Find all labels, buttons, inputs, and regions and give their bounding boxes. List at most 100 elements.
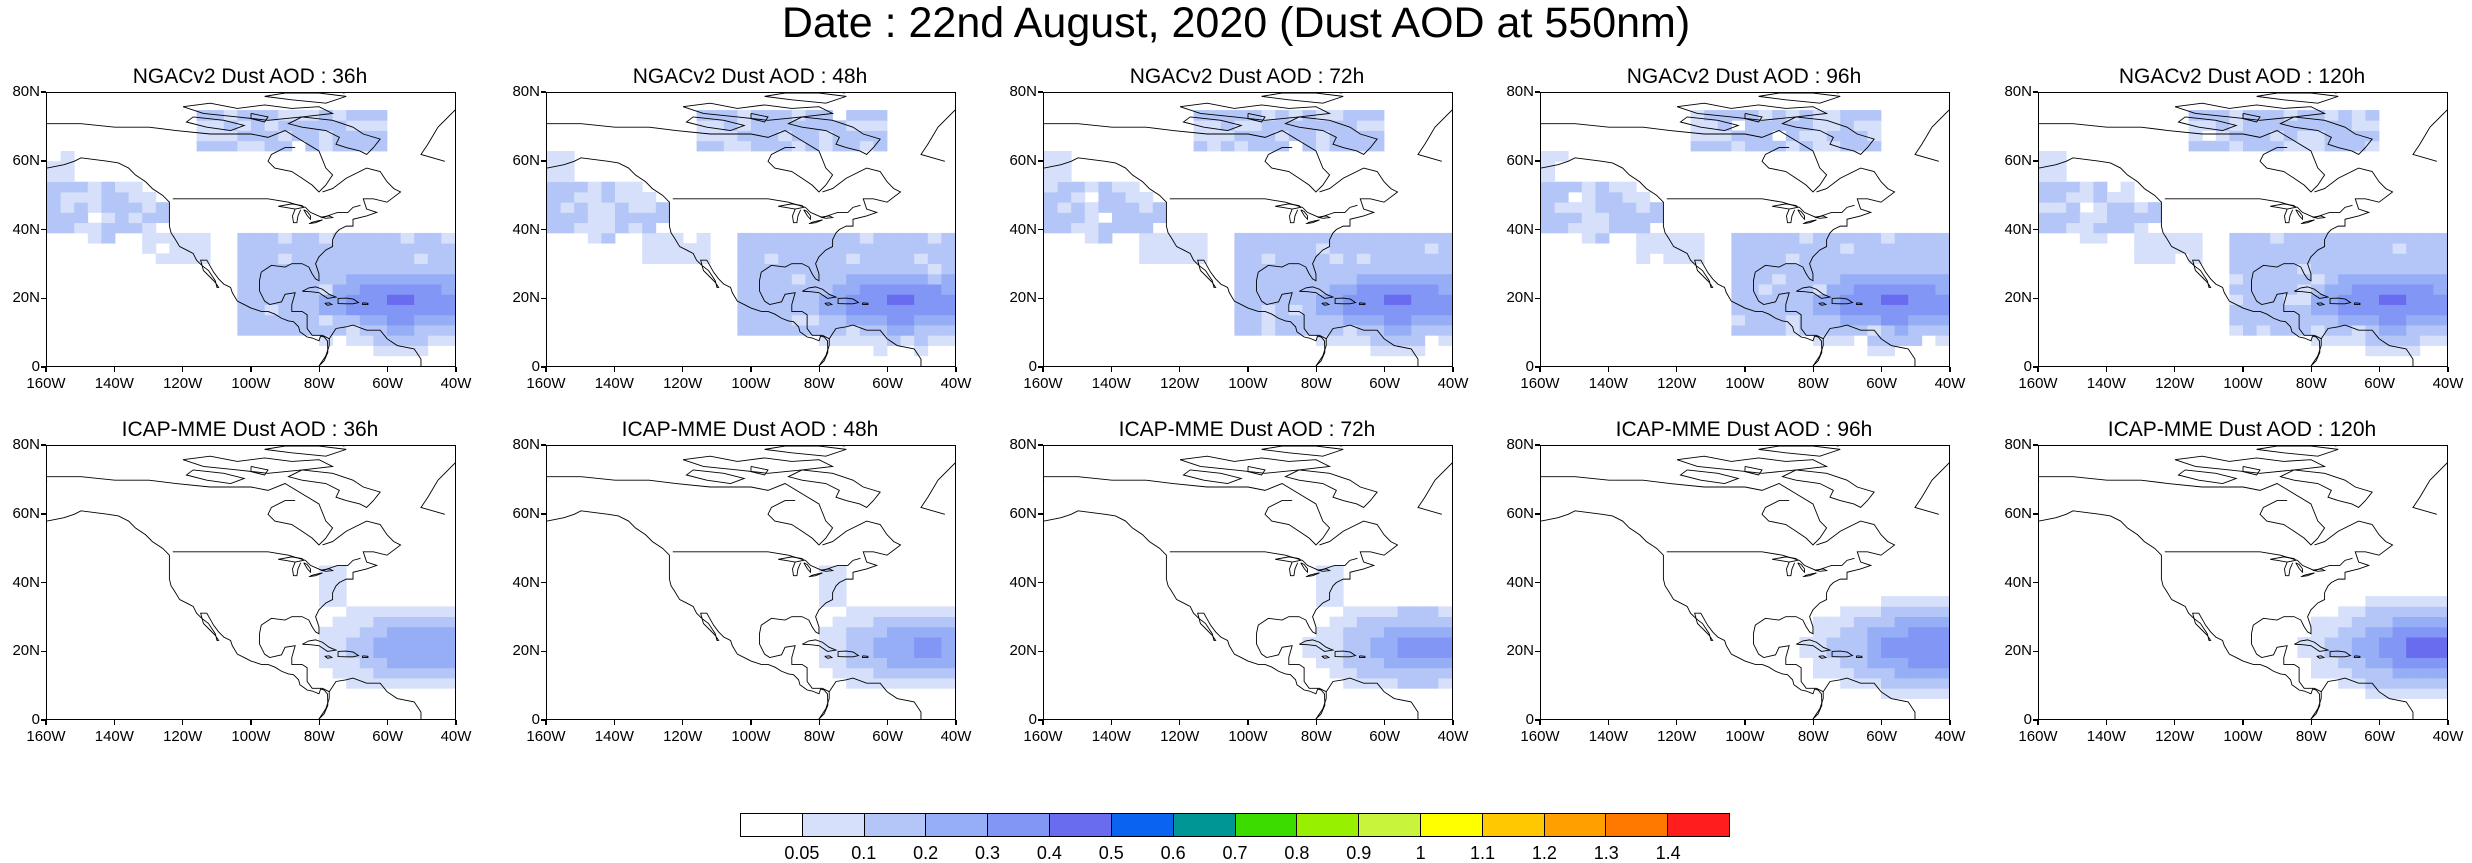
coastline: [2300, 572, 2315, 578]
aod-cell: [2188, 130, 2203, 142]
aod-cell: [1608, 191, 1623, 203]
aod-cell: [1867, 243, 1882, 254]
lat-tick-mark: [2033, 91, 2038, 93]
aod-cell: [1343, 678, 1358, 689]
aod-cell: [1840, 335, 1855, 346]
aod-cell: [1275, 120, 1290, 131]
aod-cell: [1853, 273, 1868, 285]
aod-cell: [1098, 202, 1113, 213]
coastline: [1182, 469, 1243, 484]
aod-cell: [1867, 606, 1882, 618]
aod-cell: [114, 222, 129, 234]
aod-cell: [859, 335, 874, 346]
aod-cell: [1424, 243, 1439, 254]
aod-cell: [1356, 120, 1371, 131]
lon-tick-label: 60W: [1866, 728, 1898, 745]
aod-cell: [1411, 263, 1426, 275]
aod-cell: [318, 243, 333, 254]
aod-cell: [1881, 657, 1896, 669]
aod-cell: [1908, 637, 1923, 648]
aod-cell: [2243, 314, 2258, 326]
aod-cell: [1867, 657, 1882, 669]
aod-cell: [2066, 222, 2081, 234]
aod-cell: [1248, 314, 1263, 326]
lon-tick-mark: [1178, 720, 1181, 725]
aod-cell: [1125, 222, 1140, 234]
aod-cell: [2365, 130, 2380, 142]
coastline: [802, 286, 838, 299]
aod-cell: [441, 678, 455, 689]
aod-cell: [1343, 110, 1358, 121]
aod-cell: [2229, 253, 2244, 265]
aod-cell: [1921, 657, 1936, 669]
aod-cell: [1894, 263, 1909, 275]
aod-cell: [251, 140, 266, 152]
aod-field: [47, 93, 455, 366]
aod-cell: [1881, 596, 1896, 607]
aod-cell: [1193, 232, 1208, 244]
aod-cell: [751, 325, 766, 336]
colorbar-box: [802, 814, 865, 836]
aod-cell: [210, 110, 225, 121]
aod-cell: [1894, 284, 1909, 295]
aod-cell: [1758, 314, 1773, 326]
lat-tick-mark: [541, 444, 546, 446]
aod-cell: [1234, 294, 1249, 305]
lon-tick-mark: [250, 720, 252, 725]
aod-cell: [1370, 294, 1385, 305]
aod-cell: [1411, 647, 1426, 658]
aod-cell: [1921, 606, 1936, 618]
aod-cell: [1234, 325, 1249, 336]
coastline: [787, 116, 881, 155]
aod-cell: [427, 678, 442, 689]
coastline: [828, 324, 922, 366]
lon-tick-mark: [818, 720, 821, 725]
aod-cell: [1248, 140, 1263, 152]
aod-cell: [264, 273, 279, 285]
aod-cell: [2351, 273, 2366, 285]
aod-cell: [2351, 130, 2366, 142]
aod-cell: [873, 647, 888, 658]
lon-tick-label: 120W: [2155, 375, 2195, 392]
aod-cell: [1867, 253, 1882, 265]
aod-cell: [1799, 263, 1814, 275]
aod-cell: [346, 130, 361, 142]
aod-cell: [2039, 212, 2054, 224]
coastline: [1814, 568, 1829, 572]
lon-tick-label: 40W: [1934, 375, 1966, 392]
aod-cell: [2406, 667, 2421, 679]
aod-cell: [791, 130, 806, 142]
aod-cell: [1881, 263, 1896, 275]
aod-cell: [1840, 667, 1855, 679]
aod-cell: [1411, 294, 1426, 305]
aod-cell: [642, 212, 657, 224]
aod-cell: [846, 243, 861, 254]
aod-cell: [927, 606, 942, 618]
aod-cell: [1812, 335, 1827, 346]
aod-cell: [1554, 181, 1569, 193]
aod-cell: [873, 314, 888, 326]
aod-cell: [941, 606, 955, 618]
colorbar: [740, 813, 1730, 837]
aod-cell: [2419, 637, 2434, 648]
aod-cell: [1343, 253, 1358, 265]
aod-cell: [737, 253, 752, 265]
aod-cell: [1772, 284, 1787, 295]
aod-cell: [305, 243, 320, 254]
aod-cell: [1622, 181, 1637, 193]
aod-cell: [2351, 110, 2366, 121]
aod-cell: [1554, 202, 1569, 213]
aod-cell: [1343, 130, 1358, 142]
aod-cell: [1745, 130, 1760, 142]
aod-cell: [1288, 130, 1303, 142]
lat-tick-mark: [41, 366, 46, 368]
aod-cell: [1343, 273, 1358, 285]
aod-cell: [1044, 212, 1059, 224]
aod-cell: [318, 253, 333, 265]
map-area: [1043, 445, 1453, 720]
aod-cell: [2406, 325, 2421, 336]
aod-cell: [1139, 232, 1154, 244]
aod-cell: [873, 130, 888, 142]
aod-cell: [1370, 120, 1385, 131]
aod-cell: [2365, 294, 2380, 305]
